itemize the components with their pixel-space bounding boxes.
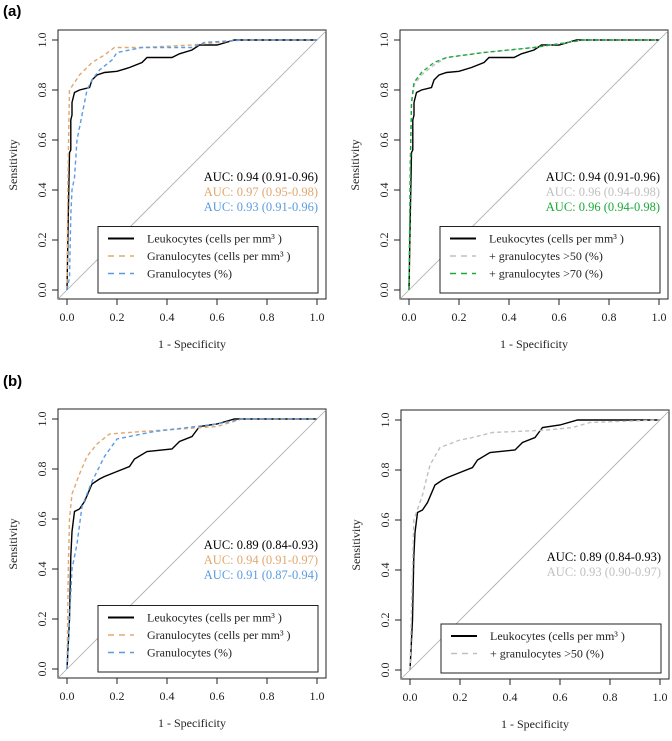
y-tick-label: 0.8 <box>377 83 391 98</box>
auc-label: AUC: 0.91 (0.87-0.94) <box>204 568 318 582</box>
legend-label: Granulocytes (%) <box>147 267 232 281</box>
y-tick-label: 1.0 <box>35 412 49 427</box>
y-axis-label: Sensitivity <box>349 519 363 570</box>
x-tick-label: 0.0 <box>403 690 418 704</box>
x-tick-label: 0.6 <box>552 310 567 324</box>
y-tick-label: 0.6 <box>35 512 49 527</box>
y-tick-label: 0.2 <box>377 233 391 248</box>
y-tick-label: 0.4 <box>378 563 392 578</box>
x-tick-label: 0.8 <box>603 690 618 704</box>
legend-label: Leukocytes (cells per mm³ ) <box>147 611 282 625</box>
x-tick-label: 1.0 <box>652 310 667 324</box>
roc-curve <box>408 39 659 291</box>
roc-curve <box>66 418 317 670</box>
y-tick-label: 0.6 <box>378 513 392 528</box>
roc-curve <box>66 39 317 291</box>
auc-label: AUC: 0.96 (0.94-0.98) <box>546 200 660 214</box>
roc-curve <box>66 418 317 670</box>
panel-label: (a) <box>3 3 21 20</box>
auc-label: AUC: 0.89 (0.84-0.93) <box>204 538 318 552</box>
legend-box <box>97 226 319 294</box>
y-tick-label: 0.4 <box>377 183 391 198</box>
legend-label: Leukocytes (cells per mm³ ) <box>489 232 624 246</box>
x-tick-label: 0.0 <box>60 310 75 324</box>
x-tick-label: 0.8 <box>260 310 275 324</box>
x-axis-label: 1 - Specificity <box>500 337 568 351</box>
y-tick-label: 0.2 <box>378 613 392 628</box>
legend-box <box>97 605 319 673</box>
auc-label: AUC: 0.94 (0.91-0.96) <box>546 170 660 184</box>
roc-curve <box>409 419 661 671</box>
x-axis-label: 1 - Specificity <box>158 337 226 351</box>
legend-label: + granulocytes >50 (%) <box>489 249 603 263</box>
roc-curve <box>408 39 659 291</box>
y-tick-label: 0.8 <box>35 462 49 477</box>
y-tick-label: 0.0 <box>35 662 49 677</box>
roc-panel-4: 0.0 0.0 0.2 0.2 0.4 0.4 0.6 0.6 0.8 0.8 1.0 1.0 1 - … <box>349 409 670 731</box>
x-axis-label: 1 - Specificity <box>501 717 569 731</box>
x-tick-label: 0.6 <box>210 689 225 703</box>
legend-label: Granulocytes (cells per mm³ ) <box>147 249 291 263</box>
y-axis-label: Sensitivity <box>6 139 20 190</box>
auc-label: AUC: 0.89 (0.84-0.93) <box>547 550 661 564</box>
y-tick-label: 0.0 <box>377 283 391 298</box>
auc-label: AUC: 0.96 (0.94-0.98) <box>546 185 660 199</box>
x-tick-label: 0.2 <box>110 689 125 703</box>
y-tick-label: 0.8 <box>35 83 49 98</box>
legend-label: + granulocytes >70 (%) <box>489 267 603 281</box>
y-tick-label: 1.0 <box>35 33 49 48</box>
x-tick-label: 1.0 <box>310 689 325 703</box>
legend-box <box>440 623 662 674</box>
x-tick-label: 0.8 <box>260 689 275 703</box>
x-tick-label: 0.6 <box>210 310 225 324</box>
y-tick-label: 0.4 <box>35 183 49 198</box>
x-tick-label: 1.0 <box>310 310 325 324</box>
y-axis-label: Sensitivity <box>6 518 20 569</box>
x-tick-label: 0.4 <box>160 310 175 324</box>
legend-label: Leukocytes (cells per mm³ ) <box>490 629 625 643</box>
roc-panel-1: (a) 0.0 0.0 0.2 0.2 0.4 0.4 0.6 0.6 0.8 0.8 1.0 1.0 1… <box>3 3 327 351</box>
y-tick-label: 0.0 <box>35 283 49 298</box>
roc-curve <box>66 39 317 291</box>
x-tick-label: 1.0 <box>653 690 668 704</box>
legend-box <box>439 226 661 294</box>
y-tick-label: 1.0 <box>377 33 391 48</box>
roc-panel-3: (b) 0.0 0.0 0.2 0.2 0.4 0.4 0.6 0.6 0.8 0.8 1.0 1.0 1… <box>3 373 327 730</box>
y-tick-label: 0.4 <box>35 562 49 577</box>
legend-label: Granulocytes (%) <box>147 646 232 660</box>
x-tick-label: 0.4 <box>503 690 518 704</box>
auc-label: AUC: 0.97 (0.95-0.98) <box>204 185 318 199</box>
x-tick-label: 0.0 <box>402 310 417 324</box>
auc-label: AUC: 0.94 (0.91-0.97) <box>204 553 318 567</box>
y-tick-label: 0.0 <box>378 663 392 678</box>
y-axis-label: Sensitivity <box>348 139 362 190</box>
y-tick-label: 1.0 <box>378 413 392 428</box>
x-tick-label: 0.0 <box>60 689 75 703</box>
x-tick-label: 0.4 <box>502 310 517 324</box>
auc-label: AUC: 0.93 (0.90-0.97) <box>547 565 661 579</box>
panel-label: (b) <box>3 373 22 390</box>
x-tick-label: 0.2 <box>110 310 125 324</box>
roc-curve <box>66 418 317 670</box>
auc-label: AUC: 0.94 (0.91-0.96) <box>204 170 318 184</box>
x-tick-label: 0.4 <box>160 689 175 703</box>
y-tick-label: 0.6 <box>35 133 49 148</box>
x-axis-label: 1 - Specificity <box>158 716 226 730</box>
legend-label: Leukocytes (cells per mm³ ) <box>147 232 282 246</box>
x-tick-label: 0.2 <box>453 690 468 704</box>
y-tick-label: 0.6 <box>377 133 391 148</box>
legend-label: + granulocytes >50 (%) <box>490 647 604 661</box>
legend-label: Granulocytes (cells per mm³ ) <box>147 628 291 642</box>
x-tick-label: 0.2 <box>452 310 467 324</box>
y-tick-label: 0.8 <box>378 463 392 478</box>
y-tick-label: 0.2 <box>35 233 49 248</box>
x-tick-label: 0.8 <box>602 310 617 324</box>
y-tick-label: 0.2 <box>35 612 49 627</box>
auc-label: AUC: 0.93 (0.91-0.96) <box>204 200 318 214</box>
roc-panel-2: 0.0 0.0 0.2 0.2 0.4 0.4 0.6 0.6 0.8 0.8 1.0 1.0 1 - … <box>348 29 669 351</box>
x-tick-label: 0.6 <box>553 690 568 704</box>
